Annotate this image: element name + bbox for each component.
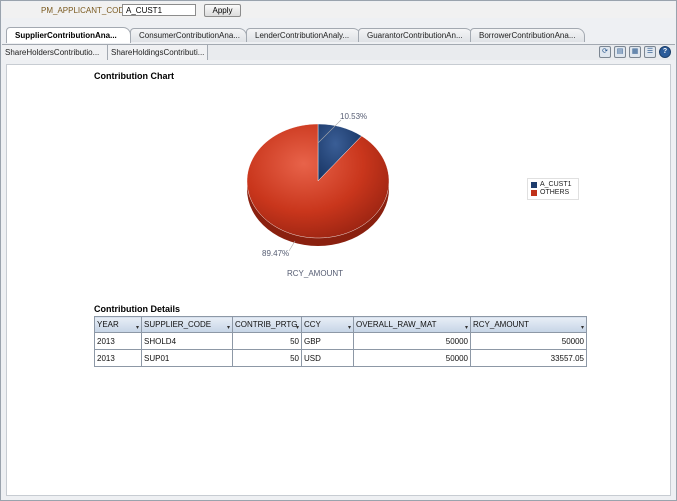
cell-supplier-code: SUP01 [141,349,233,367]
export-icon[interactable]: ▦ [629,46,641,58]
chart-section-title: Contribution Chart [94,71,174,81]
cell-contrib-prtg: 50 [232,332,302,350]
legend-label: A_CUST1 [540,181,572,188]
sort-icon[interactable]: ▾ [226,325,230,331]
help-icon[interactable]: ? [659,46,671,58]
table-row: 2013 SUP01 50 USD 50000 33557.05 [94,349,587,367]
tab-borrower-contribution[interactable]: BorrowerContributionAna... [470,28,585,42]
column-header-ccy[interactable]: CCY ▾ [301,316,354,333]
options-icon[interactable]: ☰ [644,46,656,58]
subtab-bar: ShareHoldersContributio... ShareHoldings… [2,44,675,60]
column-header-contrib-prtg[interactable]: CONTRIB_PRTG ▾ [232,316,302,333]
slice-others[interactable] [246,123,390,239]
column-header-overall-raw-mat[interactable]: OVERALL_RAW_MAT ▾ [353,316,471,333]
tab-supplier-contribution[interactable]: SupplierContributionAna... [6,27,131,43]
cell-contrib-prtg: 50 [232,349,302,367]
apply-button[interactable]: Apply [204,4,241,17]
details-section-title: Contribution Details [94,304,180,314]
dashboard-content: Contribution Chart 10.53% 89.47% RCY_AMO… [6,64,671,496]
slice-others-label: 89.47% [262,249,290,258]
cell-year: 2013 [94,332,142,350]
sort-icon[interactable]: ▾ [295,325,299,331]
tab-guarantor-contribution[interactable]: GuarantorContributionAn... [358,28,473,42]
slice-a-cust1-label: 10.53% [340,112,368,121]
cell-overall-raw-mat: 50000 [353,332,471,350]
tab-lender-contribution[interactable]: LenderContributionAnaly... [246,28,361,42]
tab-shareholders-contribution[interactable]: ShareHoldersContributio... [2,45,108,60]
column-header-supplier-code[interactable]: SUPPLIER_CODE ▾ [141,316,233,333]
slice-a-cust1-leader [317,119,342,144]
column-header-rcy-amount[interactable]: RCY_AMOUNT ▾ [470,316,587,333]
legend-swatch [531,182,537,188]
print-icon[interactable]: ▤ [614,46,626,58]
sort-icon[interactable]: ▾ [580,325,584,331]
sort-icon[interactable]: ▾ [464,325,468,331]
chart-measure-label: RCY_AMOUNT [287,269,344,278]
sort-icon[interactable]: ▾ [347,325,351,331]
cell-overall-raw-mat: 50000 [353,349,471,367]
table-row: 2013 SHOLD4 50 GBP 50000 50000 [94,332,587,350]
legend-swatch [531,190,537,196]
column-header-year[interactable]: YEAR ▾ [94,316,142,333]
cell-supplier-code: SHOLD4 [141,332,233,350]
cell-ccy: GBP [301,332,354,350]
tab-shareholdings-contribution[interactable]: ShareHoldingsContributi... [108,45,208,60]
sort-icon[interactable]: ▾ [135,325,139,331]
cell-rcy-amount: 33557.05 [470,349,587,367]
pie-chart [246,119,390,252]
contribution-details-table: YEAR ▾ SUPPLIER_CODE ▾ CONTRIB_PRTG ▾ CCY ▾ … [94,316,587,367]
chart-legend: A_CUST1 OTHERS [527,178,579,200]
cell-ccy: USD [301,349,354,367]
toolbar-icons: ⟳ ▤ ▦ ☰ ? [599,46,671,59]
slice-others-leader [288,240,296,252]
tab-consumer-contribution[interactable]: ConsumerContributionAna... [130,28,247,42]
prompt-bar: PM_APPLICANT_CODE Apply [2,2,675,18]
refresh-icon[interactable]: ⟳ [599,46,611,58]
tab-bar: SupplierContributionAna... ConsumerContr… [2,27,675,43]
cell-year: 2013 [94,349,142,367]
cell-rcy-amount: 50000 [470,332,587,350]
applicant-code-input[interactable] [122,4,196,16]
applicant-code-label: PM_APPLICANT_CODE [41,6,130,15]
legend-label: OTHERS [540,189,570,196]
